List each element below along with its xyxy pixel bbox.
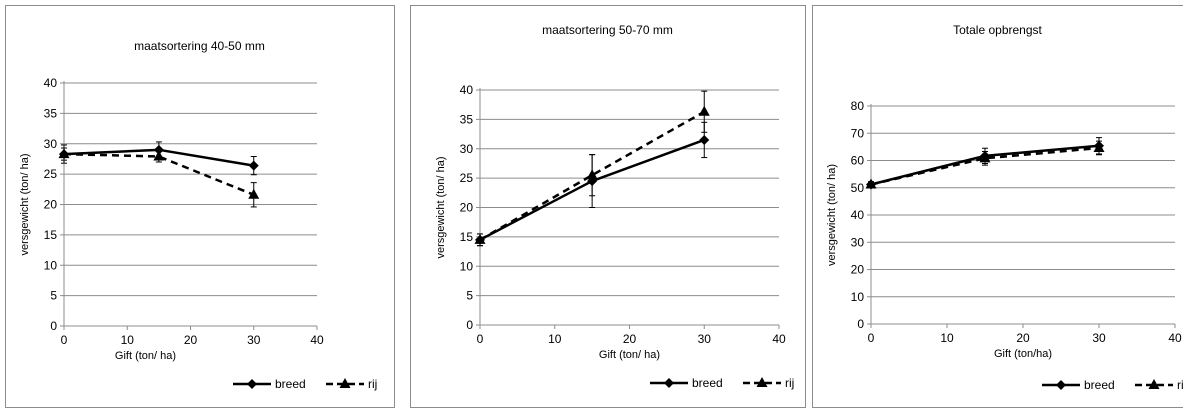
y-tick-label: 5 <box>50 289 57 303</box>
legend-label: rij <box>1177 378 1183 392</box>
legend-label: breed <box>692 376 723 390</box>
x-axis-label: Gift (ton/ha) <box>994 348 1052 360</box>
y-axis-label: versgewicht (ton/ ha) <box>826 164 838 266</box>
legend-label: rij <box>368 377 377 391</box>
x-tick-label: 20 <box>623 332 637 346</box>
y-tick-label: 15 <box>44 228 58 242</box>
chart-title: maatsortering 50-70 mm <box>542 23 673 37</box>
x-tick-label: 0 <box>868 331 875 345</box>
x-tick-label: 40 <box>772 332 786 346</box>
y-tick-label: 30 <box>851 235 865 249</box>
y-tick-label: 15 <box>460 230 474 244</box>
y-tick-label: 35 <box>460 112 474 126</box>
y-tick-label: 30 <box>460 142 474 156</box>
y-tick-label: 35 <box>44 106 58 120</box>
x-tick-label: 20 <box>184 333 198 347</box>
legend-label: breed <box>275 377 306 391</box>
y-tick-label: 70 <box>851 126 865 140</box>
y-tick-label: 40 <box>460 83 474 97</box>
x-tick-label: 10 <box>548 332 562 346</box>
y-tick-label: 40 <box>44 76 58 90</box>
legend-label: rij <box>785 376 794 390</box>
x-tick-label: 30 <box>247 333 261 347</box>
y-tick-label: 20 <box>460 201 474 215</box>
y-tick-label: 40 <box>851 208 865 222</box>
y-tick-label: 25 <box>44 167 58 181</box>
y-tick-label: 5 <box>466 289 473 303</box>
y-tick-label: 10 <box>851 290 865 304</box>
y-tick-label: 0 <box>857 317 864 331</box>
y-tick-label: 60 <box>851 154 865 168</box>
chart-1: maatsortering 40-50 mm 0 5 10 15 20 25 30 35 40 0 1… <box>6 6 395 408</box>
x-axis-label: Gift (ton/ ha) <box>115 350 176 362</box>
y-tick-label: 50 <box>851 181 865 195</box>
chart-title: Totale opbrengst <box>953 23 1042 37</box>
x-tick-label: 10 <box>121 333 135 347</box>
y-tick-label: 0 <box>466 318 473 332</box>
legend-label: breed <box>1084 378 1115 392</box>
x-tick-label: 20 <box>1016 331 1030 345</box>
chart-title: maatsortering 40-50 mm <box>134 39 265 53</box>
x-tick-label: 0 <box>477 332 484 346</box>
y-axis-label: versgewicht (ton/ ha) <box>435 156 447 258</box>
y-tick-label: 10 <box>44 258 58 272</box>
chart-3: Totale opbrengst 0 10 20 30 40 50 60 70 80 0 10 20 30… <box>813 6 1183 408</box>
x-tick-label: 0 <box>61 333 68 347</box>
x-tick-label: 40 <box>310 333 324 347</box>
x-tick-label: 40 <box>1168 331 1182 345</box>
x-tick-label: 10 <box>940 331 954 345</box>
chart-2: maatsortering 50-70 mm 0 5 10 15 20 25 30 35 40 0 1… <box>411 6 806 408</box>
x-axis-label: Gift (ton/ ha) <box>599 349 660 361</box>
y-tick-label: 10 <box>460 259 474 273</box>
y-tick-label: 0 <box>50 319 57 333</box>
x-tick-label: 30 <box>698 332 712 346</box>
y-tick-label: 80 <box>851 99 865 113</box>
y-tick-label: 20 <box>851 263 865 277</box>
y-tick-label: 25 <box>460 171 474 185</box>
y-tick-label: 20 <box>44 198 58 212</box>
y-axis-label: versgewicht (ton/ ha) <box>19 153 31 255</box>
y-tick-label: 30 <box>44 137 58 151</box>
x-tick-label: 30 <box>1092 331 1106 345</box>
